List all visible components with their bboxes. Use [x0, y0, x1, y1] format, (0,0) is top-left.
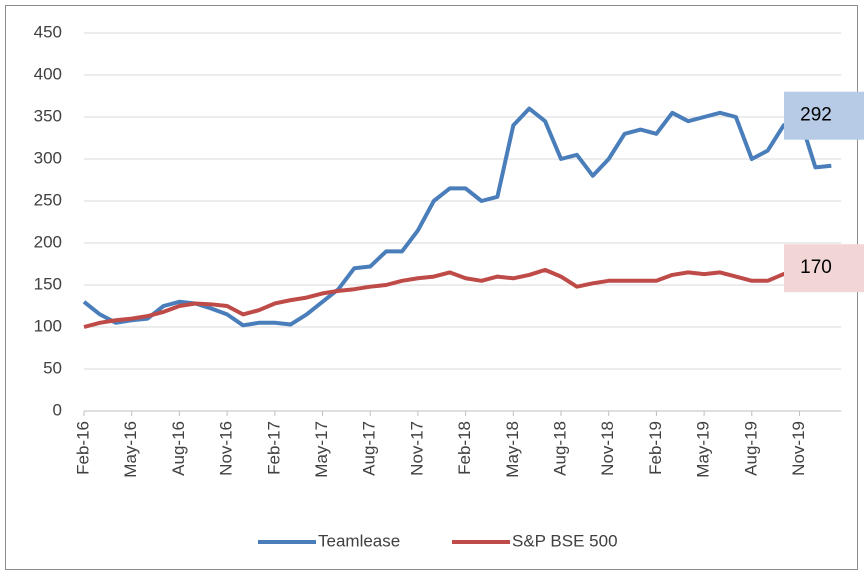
end-label-box [784, 244, 864, 293]
x-tick-label: May-19 [694, 421, 713, 478]
x-tick-label: Aug-16 [169, 421, 188, 476]
y-tick-label: 100 [34, 316, 62, 335]
y-tick-label: 50 [43, 358, 62, 377]
chart-frame [5, 5, 858, 570]
y-tick-label: 400 [34, 64, 62, 83]
series-line [82, 106, 832, 328]
legend-label: S&P BSE 500 [512, 531, 618, 550]
x-tick-label: Nov-17 [407, 421, 426, 476]
x-tick-label: Aug-18 [550, 421, 569, 476]
x-tick-label: Feb-18 [455, 421, 474, 475]
end-label-box [784, 91, 864, 140]
x-tick-label: May-17 [312, 421, 331, 478]
x-tick-label: Nov-19 [789, 421, 808, 476]
x-tick-label: Aug-19 [741, 421, 760, 476]
end-label: 170 [800, 257, 832, 278]
x-tick-label: Nov-16 [217, 421, 236, 476]
x-tick-label: Feb-16 [73, 421, 92, 475]
y-tick-label: 150 [34, 274, 62, 293]
y-tick-label: 350 [34, 106, 62, 125]
y-tick-label: 300 [34, 148, 62, 167]
y-tick-label: 0 [53, 400, 62, 419]
x-tick-label: Feb-17 [264, 421, 283, 475]
y-tick-label: 200 [34, 232, 62, 251]
x-tick-label: Nov-18 [598, 421, 617, 476]
legend-label: Teamlease [318, 531, 400, 550]
y-tick-label: 450 [34, 22, 62, 41]
end-label: 292 [800, 105, 832, 126]
x-tick-label: May-16 [121, 421, 140, 478]
x-tick-label: May-18 [503, 421, 522, 478]
x-tick-label: Feb-19 [646, 421, 665, 475]
y-tick-label: 250 [34, 190, 62, 209]
series-line [83, 266, 832, 329]
x-tick-label: Aug-17 [360, 421, 379, 476]
